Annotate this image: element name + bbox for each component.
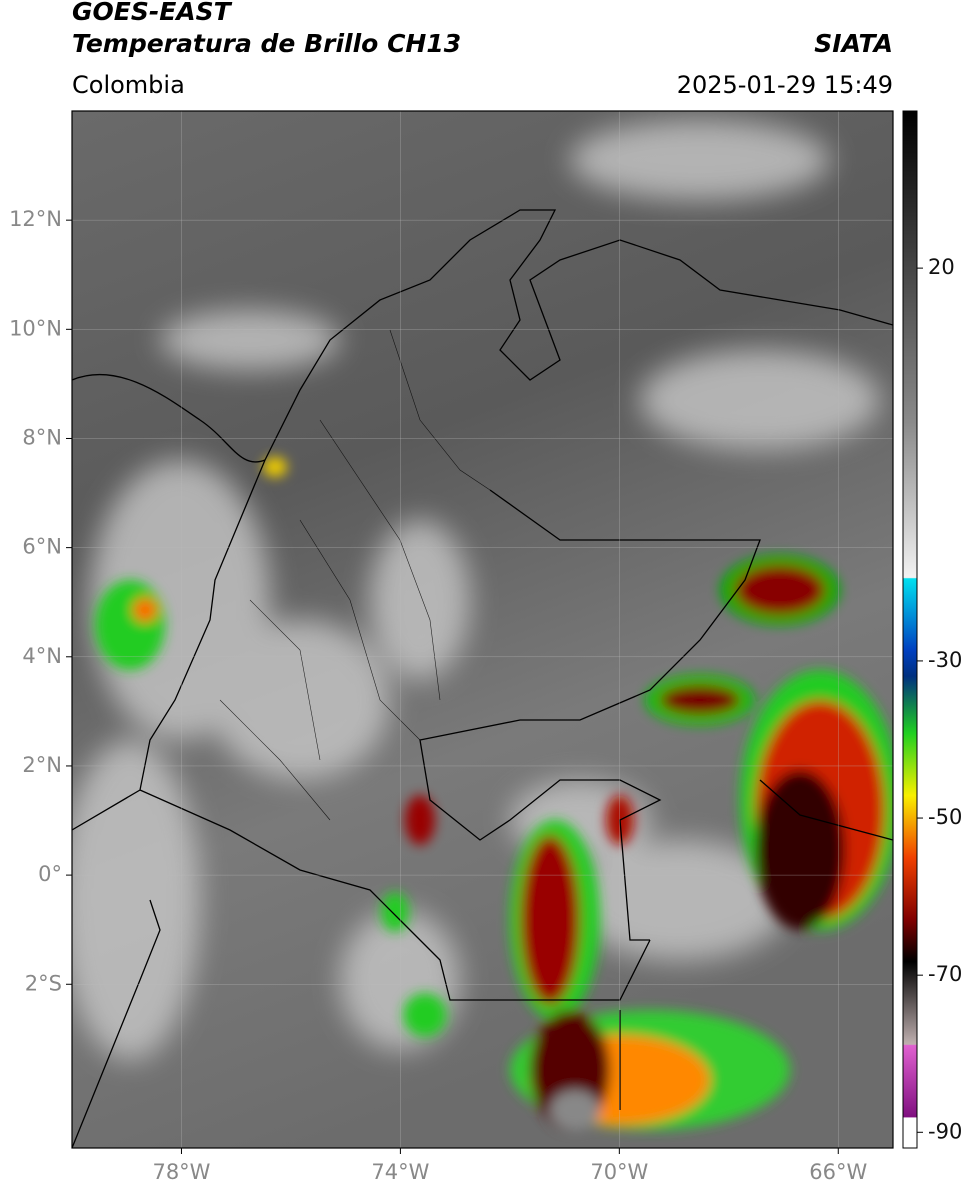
colorbar-tick-label: -70 <box>928 962 962 986</box>
title: GOES-EAST <box>72 0 233 26</box>
map-frame <box>71 110 894 1149</box>
y-tick-label: 8°N <box>22 425 62 449</box>
x-tick-label: 78°W <box>152 1160 210 1184</box>
y-tick-label: 10°N <box>9 316 62 340</box>
y-tick-label: 0° <box>38 862 62 886</box>
y-tick-label: 2°N <box>22 753 62 777</box>
y-tick-label: 6°N <box>22 535 62 559</box>
colorbar-tick-label: -90 <box>928 1119 962 1143</box>
colorbar-tick-label: 20 <box>928 255 955 279</box>
satellite-image <box>72 111 893 1148</box>
subtitle: Temperatura de Brillo CH13 <box>72 29 461 58</box>
x-tick-label: 66°W <box>809 1160 867 1184</box>
y-tick-label: 4°N <box>22 644 62 668</box>
y-tick-label: 2°S <box>25 971 62 995</box>
colorbar-tick-label: -30 <box>928 648 962 672</box>
x-tick-label: 74°W <box>371 1160 429 1184</box>
colorbar <box>902 110 918 1149</box>
x-tick-label: 70°W <box>590 1160 648 1184</box>
grid <box>72 111 893 1148</box>
region: Colombia <box>72 71 185 99</box>
datetime: 2025-01-29 15:49 <box>677 71 893 99</box>
colorbar-tick-label: -50 <box>928 805 962 829</box>
y-tick-label: 12°N <box>9 207 62 231</box>
source: SIATA <box>814 29 893 58</box>
